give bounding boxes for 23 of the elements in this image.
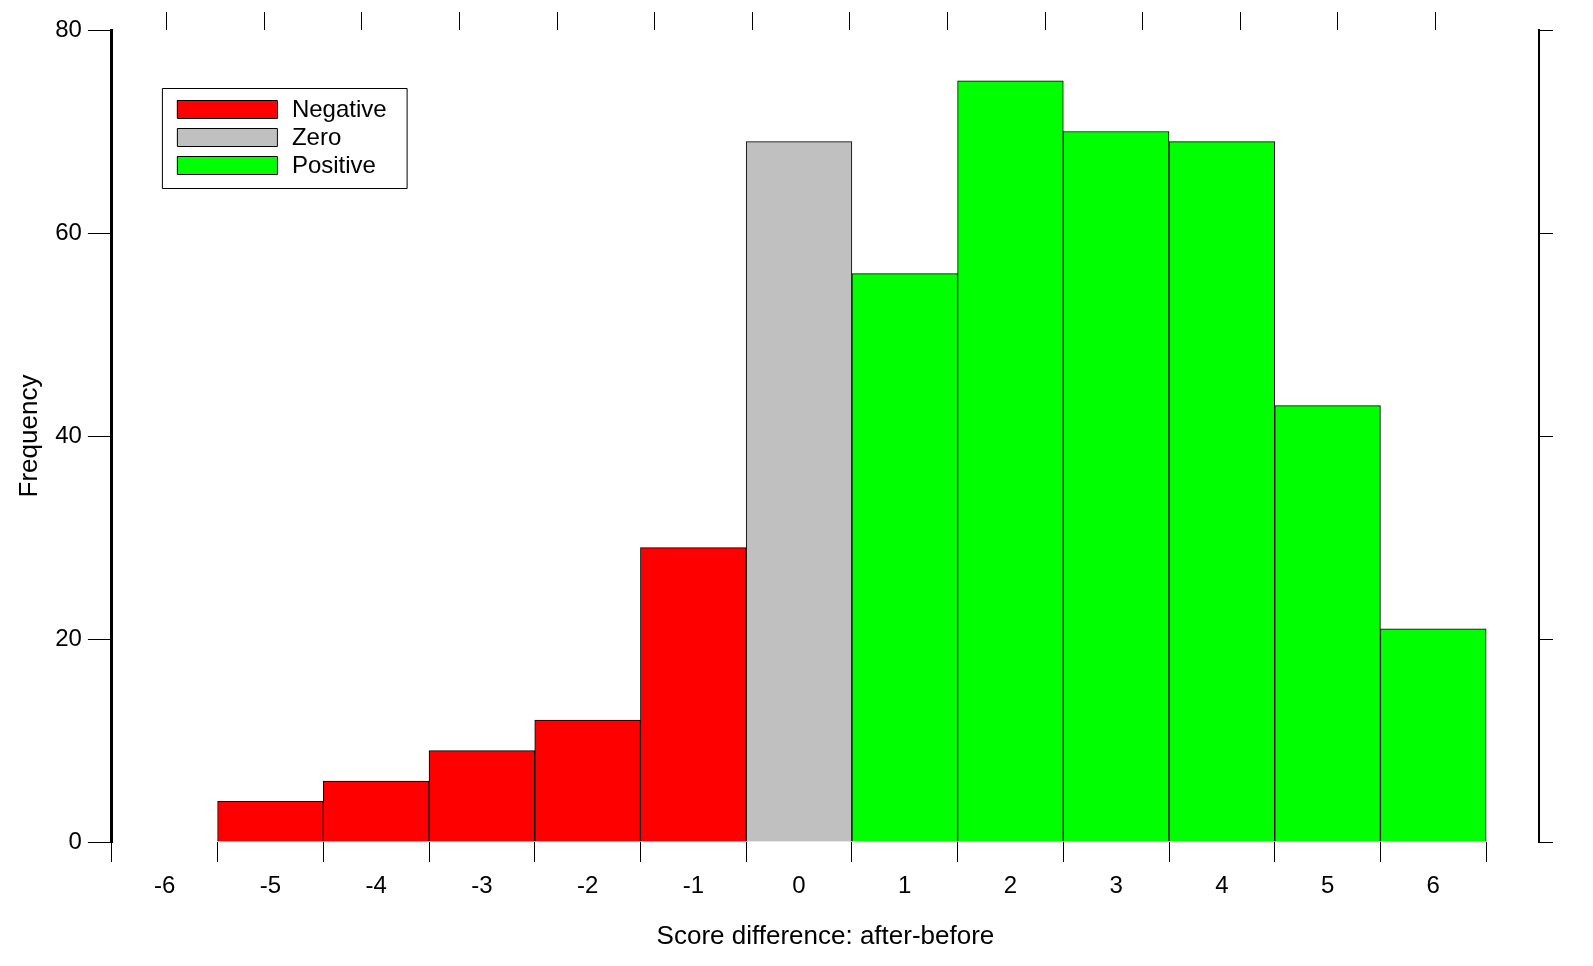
x-tick-label: -5: [259, 871, 282, 899]
x-tick-label: -3: [471, 871, 493, 899]
legend-label: Negative: [291, 94, 387, 122]
x-tick-label: 1: [898, 871, 912, 899]
legend-label: Zero: [291, 122, 342, 150]
x-tick-label: 6: [1426, 871, 1440, 899]
y-tick-label: 0: [68, 826, 82, 854]
x-tick-label: 4: [1215, 871, 1229, 899]
x-tick-label: 5: [1320, 871, 1335, 899]
x-tick-label: 2: [1003, 871, 1018, 899]
x-tick-label: -1: [682, 871, 704, 899]
x-tick-label: -2: [576, 871, 599, 899]
x-tick-label: -6: [154, 871, 176, 899]
x-tick-label: 3: [1109, 871, 1123, 899]
y-tick-label: 20: [55, 623, 82, 651]
legend-label: Positive: [291, 150, 376, 178]
y-axis-title: Frequency: [12, 374, 43, 498]
y-tick-label: 60: [55, 217, 82, 245]
x-tick-label: 0: [792, 871, 806, 899]
x-axis-title: Score difference: after-before: [656, 919, 995, 950]
y-tick-label: 80: [55, 14, 82, 42]
x-tick-label: -4: [365, 871, 387, 899]
y-tick-label: 40: [55, 420, 82, 448]
